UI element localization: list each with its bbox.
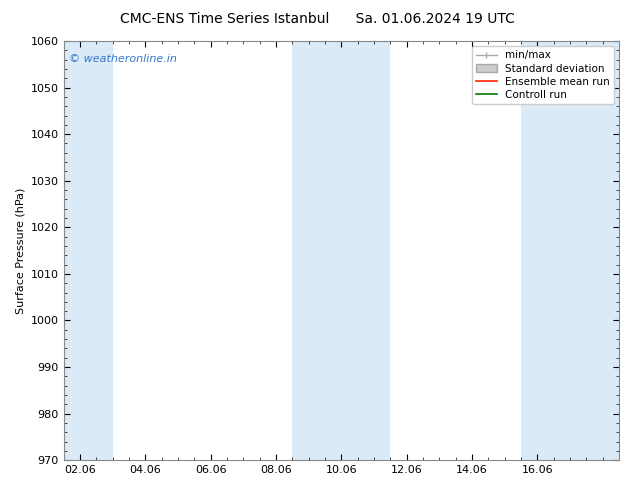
Y-axis label: Surface Pressure (hPa): Surface Pressure (hPa) xyxy=(15,187,25,314)
Bar xyxy=(292,41,341,460)
Text: © weatheronline.in: © weatheronline.in xyxy=(69,53,177,64)
Bar xyxy=(63,41,113,460)
Bar xyxy=(521,41,570,460)
Bar xyxy=(341,41,391,460)
Legend: min/max, Standard deviation, Ensemble mean run, Controll run: min/max, Standard deviation, Ensemble me… xyxy=(472,46,614,104)
Bar xyxy=(570,41,619,460)
Text: CMC-ENS Time Series Istanbul      Sa. 01.06.2024 19 UTC: CMC-ENS Time Series Istanbul Sa. 01.06.2… xyxy=(120,12,514,26)
